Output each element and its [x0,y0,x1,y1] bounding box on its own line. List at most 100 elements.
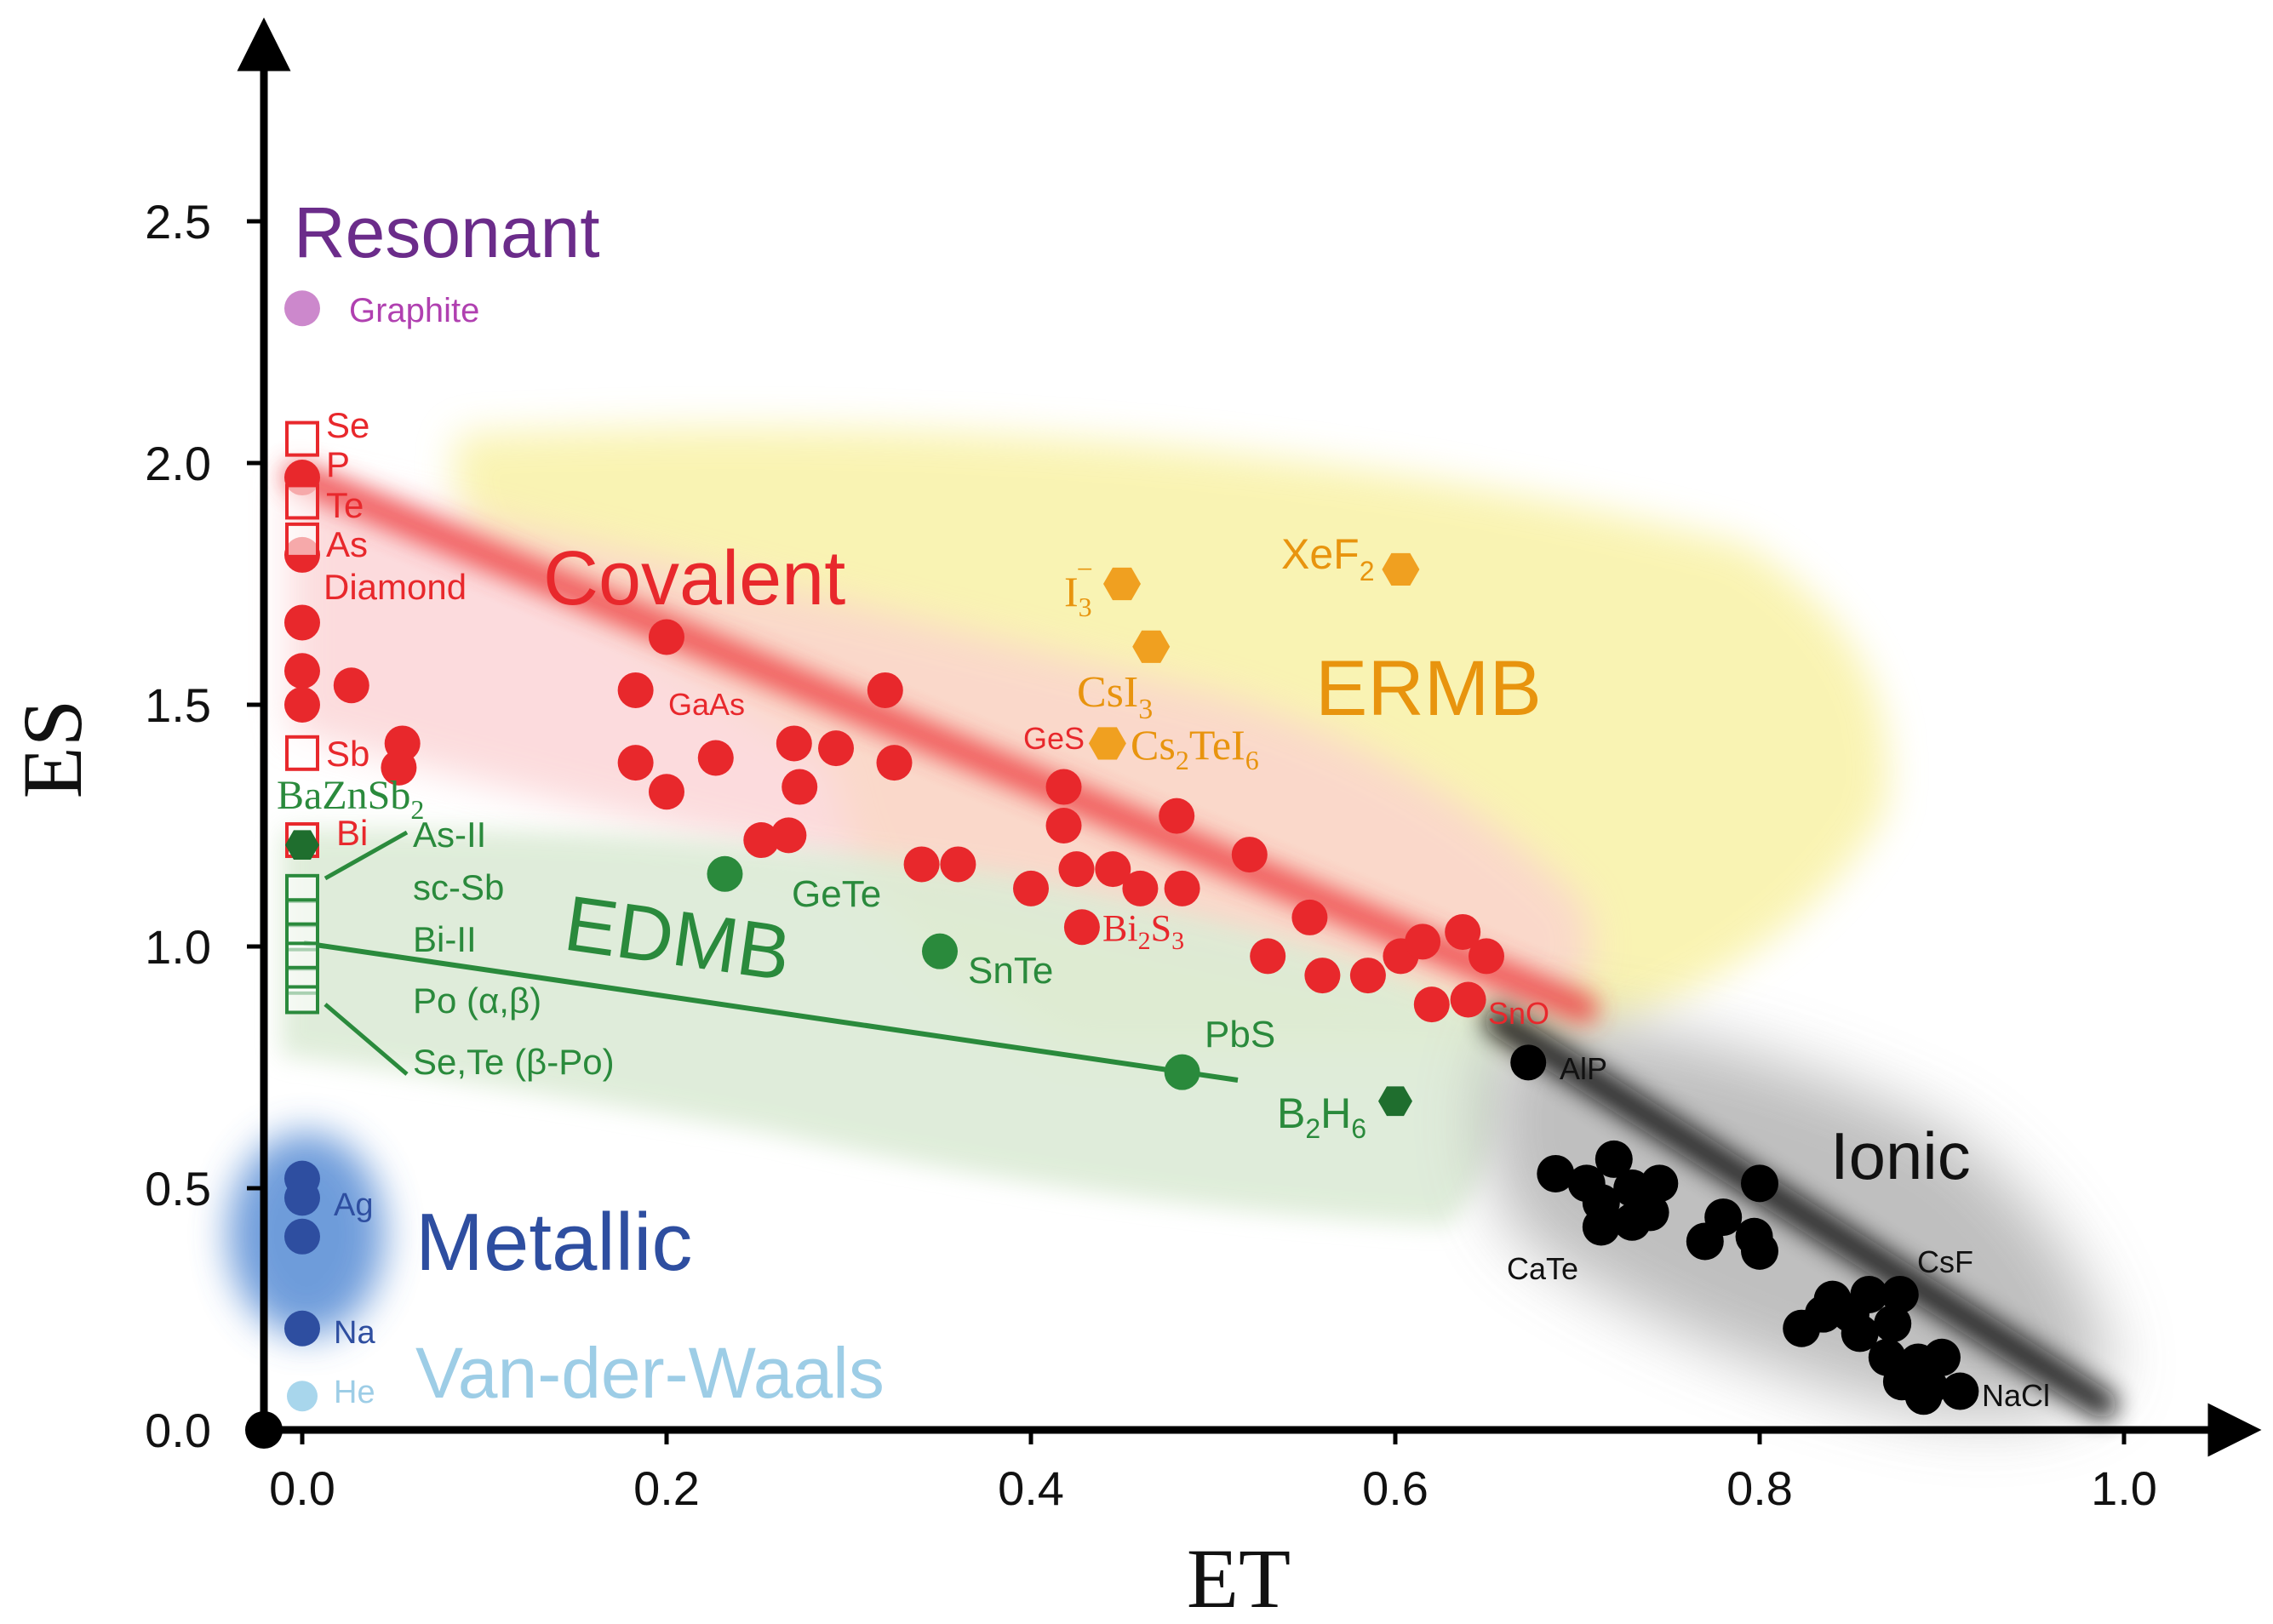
covalent-point [1159,798,1195,834]
covalent-point [1063,909,1100,946]
ionic-point [1841,1314,1879,1352]
label-csi3: CsI3 [1077,668,1153,725]
covalent-point [617,745,654,781]
covalent-point [333,667,369,704]
covalent-point [867,672,903,708]
ionic-point [1923,1338,1961,1376]
region-label-resonant: Resonant [294,192,600,272]
metallic-point [284,1218,320,1255]
covalent-open-squares-point [285,483,319,520]
ionic-point [1704,1198,1743,1237]
ionic-point [1941,1372,1979,1410]
covalent-point [1445,913,1481,950]
ionic-point [1631,1193,1669,1232]
y-tick-label: 2.5 [145,195,211,249]
label-snte: SnTe [968,950,1053,992]
label-cs2tei6: Cs2TeI6 [1131,721,1259,775]
edmb-point [285,830,319,860]
covalent-point [876,745,913,781]
as-ii-connector [323,830,409,881]
covalent-point [1304,958,1341,994]
region-label-metallic: Metallic [415,1197,692,1288]
covalent-point [1058,851,1095,888]
covalent-open-squares-point [285,420,319,457]
covalent-point [1349,958,1386,994]
covalent-point [1095,851,1131,888]
edmb-open-squares-point [285,985,319,1015]
covalent-point [1250,938,1286,975]
covalent-point [1405,924,1441,960]
ermb-point [1103,567,1141,601]
covalent-point [1231,837,1268,873]
ionic-point [1741,1164,1778,1203]
y-tick-label: 1.5 [145,678,211,732]
covalent-point [1450,981,1486,1018]
covalent-point [1469,938,1504,975]
y-axis-title: ES [5,700,100,799]
edmb-open-squares-point [285,898,319,928]
ermb-point [1088,727,1126,760]
covalent-point [1045,769,1082,805]
covalent-point [770,817,807,854]
covalent-point [284,687,320,723]
x-ticks: 0.0 0.2 0.4 0.6 0.8 1.0 [269,1430,2157,1515]
x-tick-label: 0.4 [998,1461,1064,1515]
edmb-fit-line [303,941,1239,1083]
label-se: Se [326,405,369,445]
covalent-point [381,749,417,786]
covalent-point [1413,986,1450,1023]
x-tick-label: 0.2 [633,1461,700,1515]
origin-point [245,1411,283,1449]
edmb-point [1378,1086,1412,1117]
metallic-point [284,1310,320,1347]
ionic-point [1904,1377,1943,1415]
ionic-point [1735,1217,1773,1255]
covalent-point [649,619,684,655]
covalent-open-squares-point [285,735,319,771]
label-i3-minus: I3− [1064,554,1093,622]
covalent-point [776,725,812,762]
y-tick-label: 1.0 [145,920,211,974]
label-na: Na [334,1315,375,1351]
label-pbs: PbS [1205,1014,1275,1055]
x-tick-label: 0.8 [1726,1461,1793,1515]
ionic-point [1582,1208,1620,1246]
data-marks [245,290,1979,1449]
formula-labels: I3− CsI3 Cs2TeI6 XeF2 BaZnSb2 Bi2S3 B2H6 [277,530,1375,1144]
ionic-point [1595,1140,1633,1178]
ionic-point [1881,1275,1919,1313]
se-te-connector [323,1003,409,1076]
region-label-ermb: ERMB [1315,645,1542,732]
label-as: As [326,524,368,564]
covalent-point [284,604,320,641]
label-gete: GeTe [792,873,881,915]
covalent-point [903,846,940,883]
covalent-point [284,653,320,689]
ionic-point [1874,1305,1912,1343]
covalent-point [743,822,780,859]
region-label-vdw: Van-der-Waals [415,1333,885,1413]
label-se-te-bpo: Se,Te (β-Po) [413,1042,615,1082]
covalent-trend-band [283,462,1598,1023]
ermb-point [1382,552,1420,586]
covalent-point [1164,870,1200,906]
covalent-point [782,769,818,805]
covalent-point [697,740,734,776]
y-tick-label: 0.5 [145,1162,211,1215]
ionic-point [1850,1275,1888,1313]
label-bi: Bi [336,813,368,853]
x-tick-label: 1.0 [2091,1461,2157,1515]
point-labels: Graphite Se P Te As Diamond Sb Bi GaAs G… [323,292,2050,1413]
edmb-point [922,933,958,969]
ionic-point [1640,1164,1679,1203]
label-nacl: NaCl [1982,1378,2050,1413]
covalent-point [1122,870,1159,906]
label-ag: Ag [334,1187,373,1223]
label-he: He [334,1375,375,1410]
edmb-point [707,855,743,892]
covalent-point [617,672,654,708]
label-csf: CsF [1917,1244,1973,1279]
label-diamond: Diamond [323,567,467,607]
label-ges: GeS [1023,721,1085,756]
label-sb: Sb [326,734,369,774]
